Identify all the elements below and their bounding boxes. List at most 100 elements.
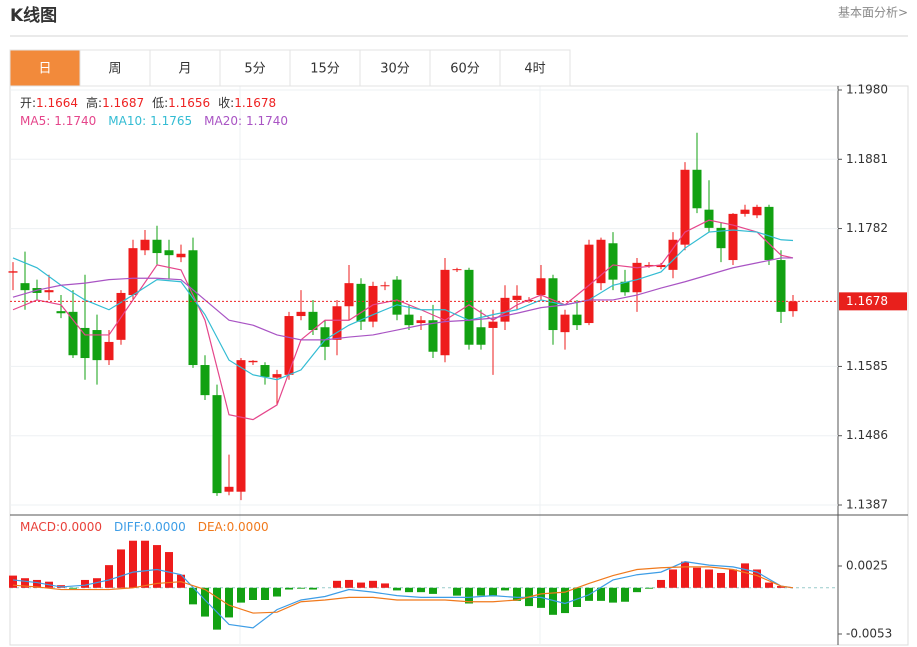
macd-bar xyxy=(273,587,281,597)
candle-body xyxy=(20,283,30,291)
candle-body xyxy=(728,213,738,261)
macd-bar xyxy=(693,567,701,588)
y-tick-label: 1.1486 xyxy=(846,428,888,442)
candle-body xyxy=(764,206,774,261)
candle-body xyxy=(284,316,294,375)
y-tick-label: 1.1980 xyxy=(846,83,888,97)
macd-bar xyxy=(717,572,725,588)
macd-bar xyxy=(21,578,29,588)
candle-body xyxy=(620,281,630,293)
candle-body xyxy=(344,283,354,307)
y-tick-label: 1.1585 xyxy=(846,359,888,373)
candle-body xyxy=(356,283,366,322)
legend-value: 0.0000 xyxy=(227,520,269,534)
info-label: 开: xyxy=(20,96,36,110)
macd-bar xyxy=(681,561,689,588)
tab[interactable] xyxy=(219,49,291,87)
candle-body xyxy=(716,227,726,249)
candle-body xyxy=(176,253,186,258)
macd-legend: MACD:0.0000 DIFF:0.0000 DEA:0.0000 xyxy=(20,520,269,534)
candle-body xyxy=(788,301,798,312)
macd-bar xyxy=(741,563,749,588)
candle-body xyxy=(296,311,306,317)
macd-bar xyxy=(69,587,77,589)
candle-body xyxy=(272,374,282,378)
candle-body xyxy=(752,206,762,216)
ma-legend: MA5: 1.1740 MA10: 1.1765 MA20: 1.1740 xyxy=(20,114,288,128)
candle-body xyxy=(56,311,66,314)
tab-label[interactable]: 周 xyxy=(108,62,121,77)
info-label: 低: xyxy=(152,96,168,110)
macd-bar xyxy=(213,587,221,630)
y-tick-label: 1.1387 xyxy=(846,498,888,512)
macd-bar xyxy=(381,583,389,588)
macd-bar xyxy=(477,587,485,596)
macd-bar xyxy=(333,580,341,588)
candle-body xyxy=(212,395,222,494)
candle-body xyxy=(200,365,210,396)
tab-label[interactable]: 5分 xyxy=(244,62,265,77)
candle-body xyxy=(776,260,786,312)
price-label-bg xyxy=(839,292,907,311)
legend-label: DEA: xyxy=(198,520,227,534)
legend-value: 1.1740 xyxy=(246,114,288,128)
macd-bar xyxy=(225,587,233,618)
macd-bar xyxy=(513,587,521,601)
candle-body xyxy=(584,244,594,324)
macd-bar xyxy=(297,587,305,589)
tab[interactable] xyxy=(9,49,81,87)
indicator-line xyxy=(12,219,794,421)
tab[interactable] xyxy=(499,49,571,87)
tab-label[interactable]: 60分 xyxy=(450,62,480,77)
candle-body xyxy=(140,239,150,251)
tab-label[interactable]: 15分 xyxy=(310,62,340,77)
candle-body xyxy=(320,327,330,347)
y-tick-label: 0.0025 xyxy=(846,559,888,573)
macd-bar xyxy=(777,586,785,588)
tab-label[interactable]: 日 xyxy=(38,62,51,77)
info-value: 1.1664 xyxy=(36,96,78,110)
candle-body xyxy=(260,365,270,377)
candle-body xyxy=(656,264,666,268)
candle-body xyxy=(68,311,78,356)
candle-body xyxy=(692,169,702,209)
candle-body xyxy=(572,314,582,326)
candle-body xyxy=(476,327,486,345)
macd-bar xyxy=(237,587,245,603)
macd-bar xyxy=(201,587,209,617)
candle-body xyxy=(500,297,510,322)
macd-bar xyxy=(489,587,497,597)
macd-bar xyxy=(117,549,125,588)
macd-bar xyxy=(729,569,737,588)
macd-bar xyxy=(453,587,461,596)
macd-bar xyxy=(465,587,473,604)
tab[interactable] xyxy=(359,49,431,87)
candle-body xyxy=(440,269,450,356)
candle-body xyxy=(428,320,438,352)
tab-label[interactable]: 月 xyxy=(178,62,191,77)
candle-body xyxy=(536,278,546,296)
macd-bar xyxy=(165,552,173,588)
macd-bar xyxy=(597,587,605,601)
legend-label: MACD: xyxy=(20,520,60,534)
macd-bar xyxy=(657,579,665,588)
macd-bar xyxy=(81,579,89,588)
macd-bar xyxy=(645,587,653,589)
info-value: 1.1687 xyxy=(102,96,144,110)
tab[interactable] xyxy=(79,49,151,87)
candle-body xyxy=(332,306,342,340)
candle-body xyxy=(224,486,234,492)
tab-label[interactable]: 4时 xyxy=(524,62,545,77)
candle-body xyxy=(152,239,162,254)
candle-body xyxy=(416,320,426,324)
analysis-link[interactable]: 基本面分析> xyxy=(838,6,908,20)
macd-bar xyxy=(249,587,257,600)
candle-body xyxy=(104,341,114,361)
legend-label: MA10: xyxy=(108,114,146,128)
macd-bar xyxy=(285,587,293,590)
tab-label[interactable]: 30分 xyxy=(380,62,410,77)
macd-bar xyxy=(405,587,413,593)
candle-body xyxy=(404,314,414,326)
